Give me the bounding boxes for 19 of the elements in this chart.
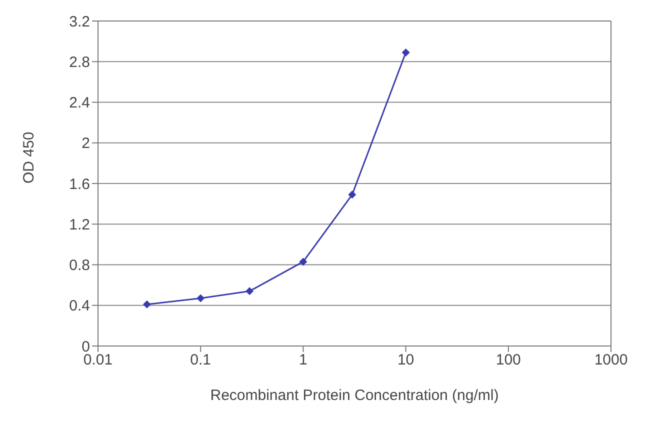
x-tick-label: 1 [299, 352, 308, 369]
y-tick-label: 1.2 [69, 216, 90, 234]
y-tick-label: 2 [82, 135, 90, 152]
x-tick-label: 100 [496, 352, 521, 369]
point [246, 287, 254, 296]
y-tick-label: 2.8 [69, 54, 90, 71]
y-tick-label: 0.4 [69, 298, 90, 315]
x-axis-title: Recombinant Protein Concentration (ng/ml) [210, 387, 499, 404]
y-axis-title: OD 450 [20, 132, 38, 184]
y-tick-label: 2.4 [69, 94, 90, 112]
point [402, 48, 410, 56]
x-tick-label: 1000 [594, 352, 628, 369]
point [142, 300, 151, 308]
x-tick-label: 0.1 [190, 352, 212, 369]
y-tick-label: 0.8 [69, 257, 90, 274]
y-tick-label: 3.2 [69, 13, 90, 30]
point [299, 258, 308, 266]
y-tick-label: 1.6 [69, 176, 90, 193]
x-tick-label: 10 [397, 352, 414, 369]
